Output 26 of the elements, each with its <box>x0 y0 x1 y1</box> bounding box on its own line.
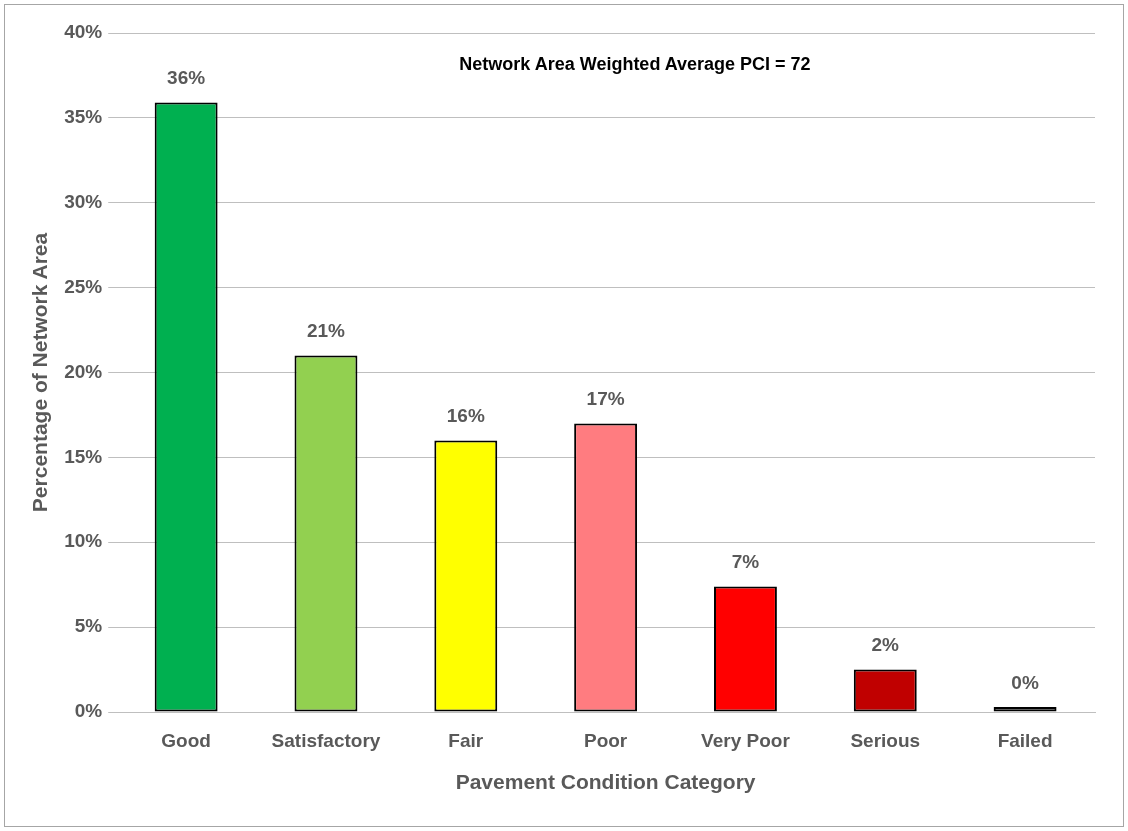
y-tick-label: 15% <box>64 445 103 467</box>
data-label: 2% <box>871 634 900 656</box>
data-label: 21% <box>306 320 346 342</box>
x-tick-label: Serious <box>850 729 921 751</box>
y-tick-label: 20% <box>64 360 103 382</box>
y-tick-label: 5% <box>74 615 103 637</box>
data-label: 0% <box>1011 671 1039 693</box>
x-tick-label: Good <box>161 729 211 751</box>
y-tick-label: 25% <box>64 275 103 297</box>
annotation: Network Area Weighted Average PCI = 72 <box>459 53 811 74</box>
data-label: 36% <box>167 67 206 89</box>
y-tick-label: 30% <box>64 190 103 212</box>
data-label: 16% <box>446 405 485 427</box>
y-tick-label: 10% <box>64 530 103 552</box>
x-tick-label: Very Poor <box>701 729 791 751</box>
y-tick-label: 35% <box>64 106 103 128</box>
y-tick-label: 0% <box>74 700 103 722</box>
x-tick-label: Satisfactory <box>271 729 381 751</box>
x-tick-label: Poor <box>583 729 628 751</box>
x-tick-label: Failed <box>997 729 1053 751</box>
y-axis-title: Percentage of Network Area <box>28 232 52 513</box>
data-label: 7% <box>731 551 760 573</box>
x-axis-title: Pavement Condition Category <box>455 770 756 794</box>
data-label: 17% <box>586 388 625 410</box>
y-tick-label: 40% <box>64 21 103 43</box>
x-tick-label: Fair <box>448 729 484 751</box>
